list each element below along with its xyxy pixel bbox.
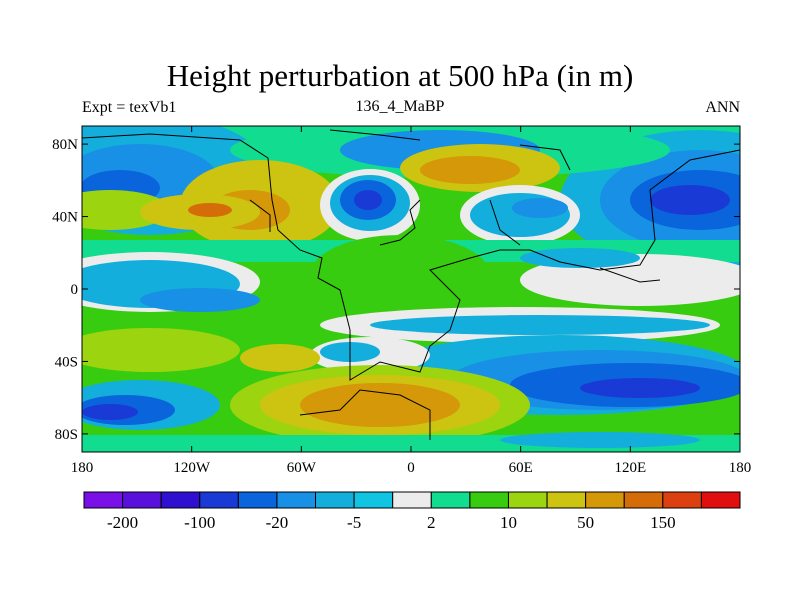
x-tick-label: 60E [509,460,533,476]
experiment-label: Expt = texVb1 [82,99,177,116]
colorbar-box [585,491,625,509]
colorbar-label: -20 [266,513,289,532]
colorbar-label: 2 [427,513,436,532]
x-tick-label: 120W [173,460,211,476]
x-tick-label: 180 [71,460,94,476]
colorbar-box [199,491,239,509]
x-tick-label: 180 [729,460,752,476]
colorbar-box [83,491,124,509]
x-tick-label: 0 [407,460,415,476]
x-tick-label: 120E [614,460,646,476]
colorbar-label: 10 [500,513,517,532]
contour-field [82,126,740,452]
axis-ticks: 180 120W 60W 0 60E 120E 180 80N 40N 0 40S 80S [52,126,751,476]
colorbar-label: 50 [577,513,594,532]
y-tick-label: 80S [55,427,78,443]
plot-title: Height perturbation at 500 hPa (in m) [166,58,634,93]
colorbar-box [507,491,548,509]
colorbar-label: 150 [650,513,676,532]
colorbar-box [662,491,702,509]
colorbar-box [353,491,394,509]
colorbar-box [469,491,509,509]
colorbar-box [392,491,432,509]
case-label: 136_4_MaBP [355,98,445,115]
y-tick-label: 40N [52,210,78,226]
colorbar-box [237,491,278,509]
x-tick-label: 60W [287,460,317,476]
coastline-outline [81,129,741,440]
colorbar-box [122,491,162,509]
colorbar-box [160,491,201,509]
y-tick-label: 40S [55,354,78,370]
colorbar-box [700,491,741,509]
colorbar: -200 -100 -20 -5 2 10 50 150 [83,491,741,532]
colorbar-box [623,491,664,509]
colorbar-box [276,491,317,509]
colorbar-box [315,491,355,509]
colorbar-label: -100 [184,513,215,532]
colorbar-box [546,491,587,509]
season-label: ANN [705,99,740,116]
colorbar-label: -200 [107,513,138,532]
y-tick-label: 80N [52,137,78,153]
colorbar-box [430,491,471,509]
y-tick-label: 0 [71,282,79,298]
colorbar-label: -5 [347,513,361,532]
